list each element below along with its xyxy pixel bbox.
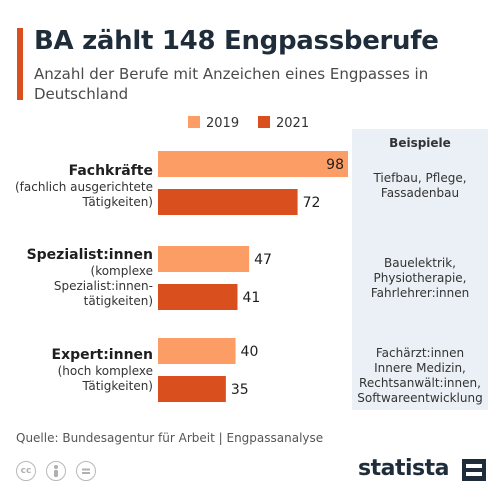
example-line: Softwareentwicklung — [357, 391, 483, 405]
person-icon[interactable] — [46, 461, 66, 481]
source-note: Quelle: Bundesagentur für Arbeit | Engpa… — [16, 431, 324, 445]
bar-2019-0 — [158, 151, 348, 177]
bar-value-label-2019-1: 47 — [254, 252, 272, 268]
category-name: Fachkräfte — [68, 163, 153, 179]
category-detail: tätigkeiten) — [83, 294, 153, 308]
legend-swatch-2019 — [188, 116, 200, 128]
legend-item-2019: 2019 — [188, 116, 239, 131]
bar-value-label-2021-2: 35 — [231, 382, 249, 398]
bar-2019-2 — [158, 338, 236, 364]
legend-swatch-2021 — [258, 116, 270, 128]
examples-experten: Fachärzt:innen Innere Medizin, Rechtsanw… — [352, 346, 488, 406]
category-detail: (fachlich ausgerichtete — [14, 180, 153, 194]
chart-title: BA zählt 148 Engpassberufe — [34, 26, 439, 56]
example-line: Tiefbau, Pflege, — [373, 171, 467, 185]
category-label-experten: Expert:innen (hoch komplexe Tätigkeiten) — [52, 346, 154, 394]
example-line: Fachärzt:innen — [375, 346, 465, 360]
bar-value-label-2021-0: 72 — [303, 195, 321, 211]
person-icon-glyph — [54, 465, 58, 477]
legend-item-2021: 2021 — [258, 116, 309, 131]
category-name: Expert:innen — [51, 347, 154, 363]
statista-logo-icon[interactable] — [462, 459, 486, 481]
equals-icon[interactable] — [76, 461, 96, 481]
cc-icon[interactable]: cc — [16, 461, 36, 481]
legend: 2019 2021 — [0, 116, 498, 132]
category-detail: Tätigkeiten) — [82, 195, 153, 209]
category-label-fachkraefte: Fachkräfte (fachlich ausgerichtete Tätig… — [15, 162, 153, 210]
category-detail: (komplexe — [90, 264, 153, 278]
bar-2019-1 — [158, 246, 250, 272]
examples-fachkraefte: Tiefbau, Pflege, Fassadenbau — [352, 171, 488, 201]
examples-spezialisten: Bauelektrik, Physiotherapie, Fahrlehrer:… — [352, 256, 488, 301]
category-detail: (hoch komplexe — [57, 364, 153, 378]
bar-value-label-2021-1: 41 — [242, 290, 260, 306]
examples-header: Beispiele — [389, 136, 451, 150]
bar-value-label-2019-2: 40 — [241, 344, 259, 360]
chart-subtitle: Anzahl der Berufe mit Anzeichen eines En… — [34, 65, 429, 103]
examples-panel — [352, 129, 488, 410]
title-accent-bar — [17, 28, 23, 100]
example-line: Fassadenbau — [380, 186, 460, 200]
bar-2021-0 — [158, 189, 298, 215]
equals-icon-glyph — [82, 468, 90, 474]
category-label-spezialisten: Spezialist:innen (komplexe Spezialist:in… — [27, 246, 153, 309]
category-detail: Tätigkeiten) — [82, 379, 153, 393]
statista-brand[interactable]: statista — [358, 456, 449, 481]
example-line: Bauelektrik, — [384, 256, 456, 270]
example-line: Innere Medizin, — [374, 361, 466, 375]
legend-label-2021: 2021 — [276, 116, 310, 131]
example-line: Rechtsanwält:innen, — [359, 376, 481, 390]
legend-label-2019: 2019 — [206, 116, 240, 131]
bar-2021-1 — [158, 284, 238, 310]
category-detail: Spezialist:innen- — [53, 279, 153, 293]
bar-2021-2 — [158, 376, 226, 402]
bar-value-label-2019-0: 98 — [326, 157, 344, 173]
example-line: Physiotherapie, — [373, 271, 467, 285]
example-line: Fahrlehrer:innen — [370, 286, 470, 300]
category-name: Spezialist:innen — [26, 247, 153, 263]
